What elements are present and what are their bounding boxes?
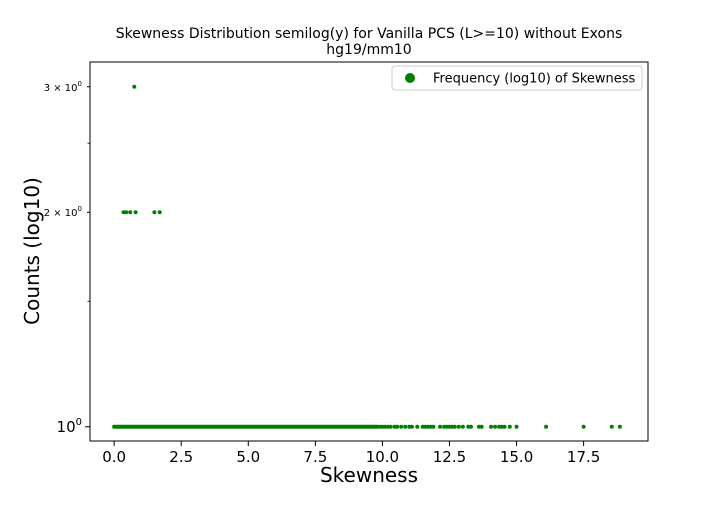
data-point <box>502 424 507 429</box>
data-points <box>112 84 622 429</box>
data-point <box>456 424 461 429</box>
data-point <box>157 210 162 215</box>
data-point <box>617 424 622 429</box>
data-point <box>438 424 443 429</box>
data-point <box>431 424 436 429</box>
data-point <box>460 424 465 429</box>
data-point <box>544 424 549 429</box>
data-point <box>479 424 484 429</box>
data-point <box>452 424 457 429</box>
data-point <box>403 424 408 429</box>
x-tick-label: 17.5 <box>567 448 600 466</box>
x-tick-label: 0.0 <box>102 448 126 466</box>
data-point <box>415 424 420 429</box>
y-axis-label: Counts (log10) <box>20 177 44 325</box>
data-point <box>399 424 404 429</box>
y-tick-label: 3 × 100 <box>44 80 82 94</box>
data-point <box>133 210 138 215</box>
data-point <box>514 424 519 429</box>
legend-box <box>391 65 643 91</box>
data-point <box>124 210 129 215</box>
x-axis: 0.0 2.5 5.0 7.5 10.0 12.5 15.0 17.5 <box>102 441 600 466</box>
chart-subtitle: hg19/mm10 <box>326 42 411 58</box>
x-tick-label: 2.5 <box>169 448 193 466</box>
data-point <box>152 210 157 215</box>
data-point <box>609 424 614 429</box>
data-point <box>489 424 494 429</box>
data-point <box>395 424 400 429</box>
x-axis-label: Skewness <box>320 463 418 487</box>
legend: Frequency (log10) of Skewness <box>391 65 643 91</box>
data-point <box>132 84 137 89</box>
y-axis: 100 2 × 100 3 × 100 <box>44 80 90 436</box>
x-tick-label: 7.5 <box>303 448 327 466</box>
data-point <box>468 424 473 429</box>
y-tick-label: 2 × 100 <box>44 205 82 219</box>
legend-label: Frequency (log10) of Skewness <box>433 72 636 87</box>
y-tick-label: 100 <box>57 417 82 436</box>
data-point <box>409 424 414 429</box>
plot-area-frame <box>89 61 649 442</box>
x-tick-label: 15.0 <box>500 448 533 466</box>
chart-title: Skewness Distribution semilog(y) for Van… <box>116 26 623 42</box>
data-point <box>493 424 498 429</box>
data-point <box>581 424 586 429</box>
data-point <box>507 424 512 429</box>
x-tick-label: 12.5 <box>433 448 466 466</box>
legend-marker <box>405 73 415 83</box>
x-tick-label: 5.0 <box>236 448 260 466</box>
data-point <box>388 424 393 429</box>
x-tick-label: 10.0 <box>366 448 399 466</box>
data-point <box>128 210 133 215</box>
